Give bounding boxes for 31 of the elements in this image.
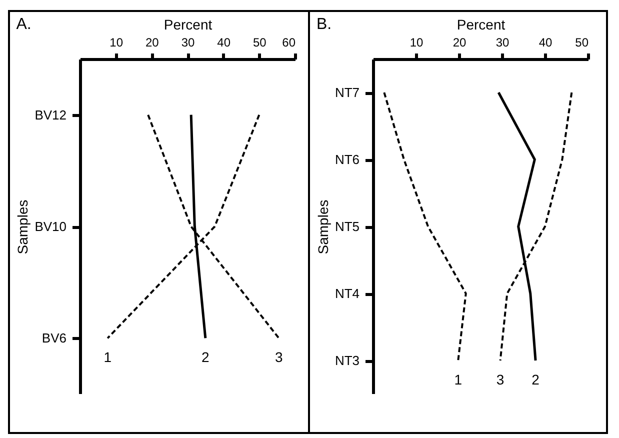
x-tick-label: 20 <box>145 36 160 50</box>
y-tick-label: NT3 <box>334 353 360 368</box>
x-tick-label: 30 <box>181 36 195 50</box>
y-axis-title: Samples <box>314 200 331 254</box>
x-tick-label: 10 <box>110 36 124 50</box>
series-label: 2 <box>202 349 210 366</box>
chart-title: B. <box>316 16 332 33</box>
y-tick-label: NT6 <box>334 152 360 167</box>
chart-title: A. <box>16 16 32 33</box>
y-tick-label: BV12 <box>34 107 66 122</box>
y-axis-title: Samples <box>14 200 31 254</box>
x-tick-label: 40 <box>538 36 552 50</box>
x-tick-label: 50 <box>252 36 267 50</box>
x-tick-label: 50 <box>575 36 589 50</box>
y-tick-label: NT4 <box>334 286 360 301</box>
series-label: 1 <box>454 372 462 388</box>
y-tick-label: NT7 <box>334 85 360 100</box>
x-tick-label: 20 <box>452 36 466 50</box>
x-tick-label: 40 <box>217 36 231 50</box>
x-axis-title: Percent <box>456 16 506 32</box>
x-tick-label: 30 <box>496 36 510 50</box>
series-label: 3 <box>496 372 504 388</box>
y-tick-label: NT5 <box>334 219 360 234</box>
y-tick-label: BV10 <box>34 219 66 234</box>
series-label: 1 <box>104 349 112 366</box>
series-label: 3 <box>274 349 283 366</box>
x-tick-label: 60 <box>282 36 296 50</box>
x-tick-label: 10 <box>410 36 424 50</box>
y-tick-label: BV6 <box>42 330 66 346</box>
series-label: 2 <box>532 372 540 388</box>
x-axis-title: Percent <box>164 16 212 32</box>
